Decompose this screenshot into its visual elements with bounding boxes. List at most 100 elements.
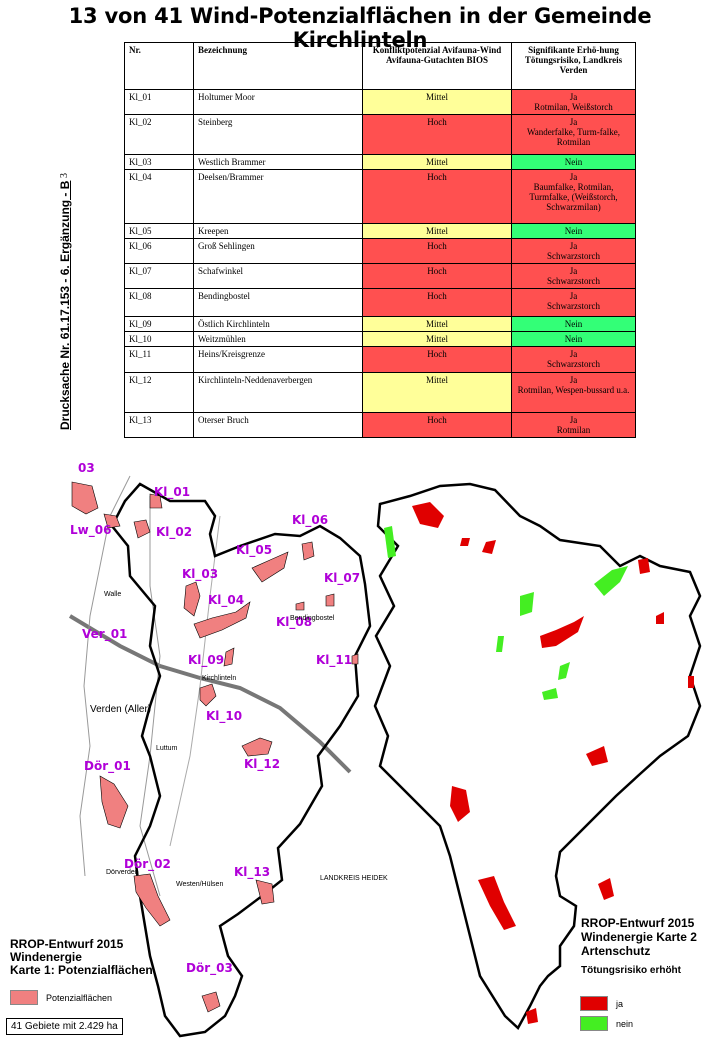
risiko-value: Ja [569,375,578,385]
legend-ja-label: ja [616,998,624,1009]
risk-polygon-ja-kl11 [688,676,694,688]
area-label: Kl_04 [208,593,244,608]
risk-polygon-ja-kl04 [540,616,584,648]
table-row: Kl_01 Holtumer Moor Mittel Ja Rotmilan, Weiß… [124,89,636,115]
cell-nr: Kl_12 [124,372,194,413]
table-row: Kl_11 Heins/Kreisgrenze Hoch Ja Schwarzstorc… [124,346,636,373]
potenzial-polygons [71,481,359,1013]
legend-map2-subtitle: Tötungsrisiko erhöht [581,965,681,976]
legend-nein-item: nein [580,1016,633,1031]
table-row: Kl_10 Weitzmühlen Mittel Nein [124,331,636,347]
area-polygon-kl11 [351,653,359,665]
table-body: Kl_01 Holtumer Moor Mittel Ja Rotmilan, Weiß… [124,89,636,438]
area-polygon-dor01 [99,775,129,829]
page-title: 13 von 41 Wind-Potenzialflächen in der G… [68,4,652,52]
road-line-2 [169,515,221,847]
risiko-value: Nein [564,334,583,344]
cell-name: Bendingbostel [193,288,363,317]
area-label: Lw_06 [70,523,111,538]
cell-risiko: Ja Schwarzstorch [511,288,636,317]
area-label: Kl_12 [244,757,280,772]
cell-name: Kirchlinteln-Neddenaverbergen [193,372,363,413]
area-polygon-kl02 [133,519,151,539]
area-polygon-03 [71,481,99,515]
risk-polygon-nein-2 [594,566,628,596]
risk-polygon-ja-kl13 [598,878,614,900]
cell-konflikt: Mittel [362,154,512,170]
risiko-species: Rotmilan, Weißstorch [534,102,613,112]
risk-polygon-nein-6 [496,636,504,652]
legend-potenzial-item: Potenzialflächen [10,990,112,1005]
risiko-value: Nein [564,319,583,329]
risiko-value: Ja [569,172,578,182]
risiko-species: Rotmilan, Wespen-bussard u.a. [517,385,630,395]
legend-map2-line-2: Windenergie Karte 2 [581,930,697,944]
cell-konflikt: Hoch [362,114,512,155]
cell-name: Oterser Bruch [193,412,363,438]
area-polygon-kl13 [255,879,275,905]
cell-name: Holtumer Moor [193,89,363,115]
risiko-value: Ja [569,349,578,359]
road-line [139,496,161,897]
legend-potenzial-swatch [10,990,38,1005]
cell-nr: Kl_09 [124,316,194,332]
risk-polygon-nein-1 [384,526,396,558]
risiko-value: Ja [569,266,578,276]
area-polygon-dor03 [201,991,221,1013]
risk-polygon-ja-kl07 [656,612,664,624]
legend-nein-swatch [580,1016,608,1031]
cell-name: Weitzmühlen [193,331,363,347]
area-label: Kl_02 [156,525,192,540]
risiko-species: Schwarzstorch [547,301,600,311]
cell-konflikt: Hoch [362,288,512,317]
risiko-species: Rotmilan [556,425,591,435]
cell-nr: Kl_11 [124,346,194,373]
legend-ja-swatch [580,996,608,1011]
header-bezeichnung: Bezeichnung [193,42,363,90]
table-row: Kl_07 Schafwinkel Hoch Ja Schwarzstorch [124,263,636,289]
table-row: Kl_02 Steinberg Hoch Ja Wanderfalke, Turm-fa… [124,114,636,155]
maps-svg: 03 Lw_06 Kl_01 Kl_02 Kl_06 Kl_05 Kl_03 Kl_07 Kl_… [68,461,702,1038]
map-artenschutz [373,482,702,1031]
cell-name: Westlich Brammer [193,154,363,170]
legend-map2-line-1: RROP-Entwurf 2015 [581,916,695,930]
risk-polygon-ja-small [460,538,470,546]
area-label: 03 [78,461,95,475]
area-polygon-kl08 [295,601,305,611]
risk-polygon-ja-kl12 [586,746,608,766]
cell-konflikt: Hoch [362,346,512,373]
nein-polygons [384,526,628,700]
cell-name: Heins/Kreisgrenze [193,346,363,373]
cell-konflikt: Hoch [362,169,512,224]
risiko-value: Ja [569,117,578,127]
area-label: Kl_06 [292,513,328,528]
risk-polygon-ja-dor02 [478,876,516,930]
main-road [68,614,352,774]
cell-konflikt: Hoch [362,263,512,289]
risiko-value: Nein [564,226,583,236]
ja-polygons [412,502,694,1024]
town-label: LANDKREIS HEIDEK [320,875,388,882]
town-label: Luttum [156,745,178,752]
cell-name: Schafwinkel [193,263,363,289]
legend-ja-item: ja [580,996,623,1011]
cell-name: Kreepen [193,223,363,239]
cell-konflikt: Hoch [362,238,512,264]
table-row: Kl_12 Kirchlinteln-Neddenaverbergen Mittel… [124,372,636,413]
area-polygon-kl09 [223,647,235,667]
cell-risiko: Ja Schwarzstorch [511,346,636,373]
document-reference-note: Drucksache Nr. 61.17.153 - 6. Ergänzung … [58,180,72,430]
cell-name: Deelsen/Brammer [193,169,363,224]
table-row: Kl_04 Deelsen/Brammer Hoch Ja Baumfalke, Rot… [124,169,636,224]
table-header-row: Nr. Bezeichnung Konfliktpotenzial Avifau… [124,42,636,90]
cell-konflikt: Mittel [362,316,512,332]
area-label: Ver_01 [82,627,127,642]
legend-map1-line-3: Karte 1: Potenzialflächen [10,963,153,977]
area-label: Dör_01 [84,759,131,774]
town-label: Kirchlinteln [202,675,236,682]
page-number: 3 [59,173,70,178]
header-konflikt: Konfliktpotenzial Avifauna-Wind Avifauna… [362,42,512,90]
risiko-species: Schwarzstorch [547,359,600,369]
cell-risiko: Ja Rotmilan, Wespen-bussard u.a. [511,372,636,413]
cell-risiko: Nein [511,331,636,347]
